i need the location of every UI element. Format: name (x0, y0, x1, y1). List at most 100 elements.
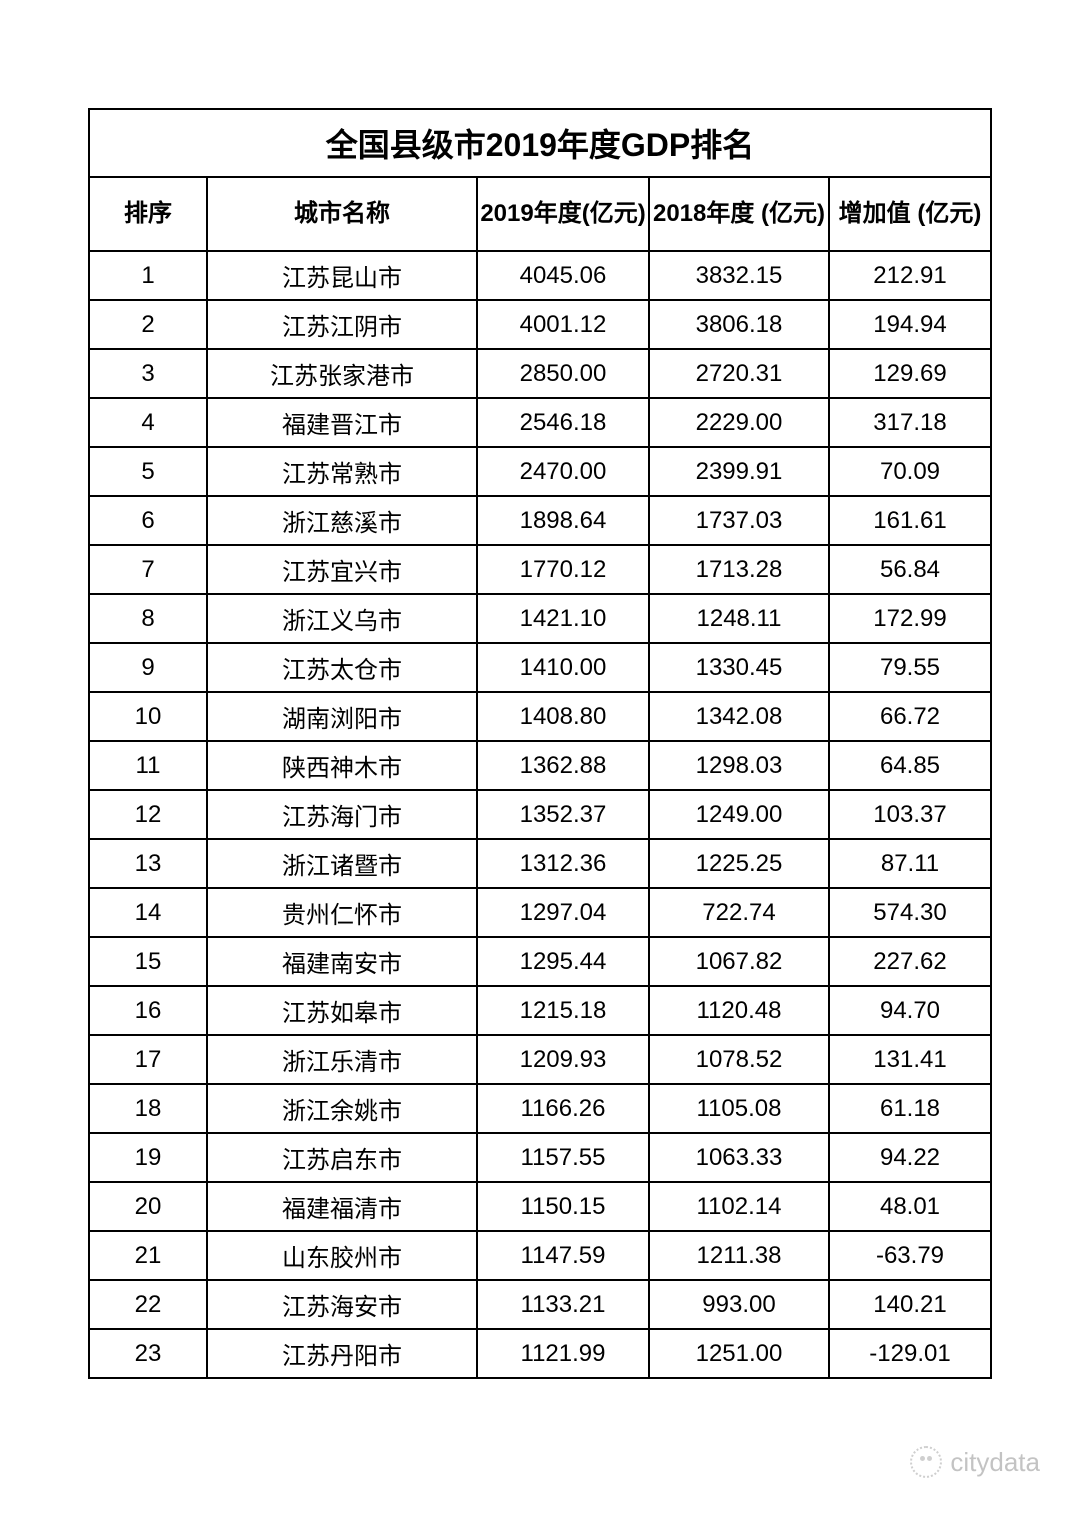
cell-inc: 61.18 (829, 1084, 991, 1133)
cell-y2019: 4045.06 (477, 251, 649, 300)
cell-inc: 317.18 (829, 398, 991, 447)
cell-inc: 79.55 (829, 643, 991, 692)
watermark-text: citydata (950, 1447, 1040, 1478)
table-row: 10湖南浏阳市1408.801342.0866.72 (89, 692, 991, 741)
cell-rank: 23 (89, 1329, 207, 1378)
cell-city: 浙江诸暨市 (207, 839, 477, 888)
wechat-icon (910, 1446, 942, 1478)
cell-rank: 10 (89, 692, 207, 741)
cell-y2018: 1211.38 (649, 1231, 829, 1280)
cell-y2019: 1421.10 (477, 594, 649, 643)
cell-inc: 64.85 (829, 741, 991, 790)
col-header-2018: 2018年度 (亿元) (649, 177, 829, 251)
cell-city: 福建晋江市 (207, 398, 477, 447)
table-row: 1江苏昆山市4045.063832.15212.91 (89, 251, 991, 300)
cell-inc: 129.69 (829, 349, 991, 398)
cell-rank: 5 (89, 447, 207, 496)
gdp-ranking-table: 全国县级市2019年度GDP排名 排序 城市名称 2019年度(亿元) 2018… (88, 108, 992, 1379)
cell-city: 山东胶州市 (207, 1231, 477, 1280)
cell-inc: 56.84 (829, 545, 991, 594)
table-row: 17浙江乐清市1209.931078.52131.41 (89, 1035, 991, 1084)
cell-rank: 20 (89, 1182, 207, 1231)
cell-y2019: 1150.15 (477, 1182, 649, 1231)
cell-city: 福建福清市 (207, 1182, 477, 1231)
cell-y2018: 3806.18 (649, 300, 829, 349)
cell-rank: 7 (89, 545, 207, 594)
cell-rank: 2 (89, 300, 207, 349)
cell-inc: 194.94 (829, 300, 991, 349)
cell-city: 浙江慈溪市 (207, 496, 477, 545)
cell-y2019: 1295.44 (477, 937, 649, 986)
cell-y2019: 2850.00 (477, 349, 649, 398)
cell-city: 陕西神木市 (207, 741, 477, 790)
table-body: 1江苏昆山市4045.063832.15212.912江苏江阴市4001.123… (89, 251, 991, 1378)
col-header-city: 城市名称 (207, 177, 477, 251)
cell-y2018: 1248.11 (649, 594, 829, 643)
cell-inc: -63.79 (829, 1231, 991, 1280)
cell-y2018: 1078.52 (649, 1035, 829, 1084)
cell-rank: 8 (89, 594, 207, 643)
cell-y2019: 1898.64 (477, 496, 649, 545)
cell-city: 江苏江阴市 (207, 300, 477, 349)
cell-city: 江苏海门市 (207, 790, 477, 839)
cell-y2018: 1330.45 (649, 643, 829, 692)
cell-city: 浙江乐清市 (207, 1035, 477, 1084)
cell-inc: 66.72 (829, 692, 991, 741)
table-row: 18浙江余姚市1166.261105.0861.18 (89, 1084, 991, 1133)
cell-rank: 12 (89, 790, 207, 839)
cell-y2019: 1147.59 (477, 1231, 649, 1280)
cell-rank: 13 (89, 839, 207, 888)
cell-y2019: 1215.18 (477, 986, 649, 1035)
table-row: 21山东胶州市1147.591211.38-63.79 (89, 1231, 991, 1280)
cell-city: 江苏启东市 (207, 1133, 477, 1182)
cell-y2018: 2229.00 (649, 398, 829, 447)
table-row: 20福建福清市1150.151102.1448.01 (89, 1182, 991, 1231)
cell-rank: 6 (89, 496, 207, 545)
table-row: 14贵州仁怀市1297.04722.74574.30 (89, 888, 991, 937)
cell-inc: 70.09 (829, 447, 991, 496)
cell-city: 福建南安市 (207, 937, 477, 986)
col-header-2019: 2019年度(亿元) (477, 177, 649, 251)
table-row: 8浙江义乌市1421.101248.11172.99 (89, 594, 991, 643)
cell-city: 江苏海安市 (207, 1280, 477, 1329)
cell-city: 浙江义乌市 (207, 594, 477, 643)
cell-inc: 212.91 (829, 251, 991, 300)
cell-rank: 19 (89, 1133, 207, 1182)
cell-inc: 87.11 (829, 839, 991, 888)
cell-y2019: 1408.80 (477, 692, 649, 741)
table-row: 2江苏江阴市4001.123806.18194.94 (89, 300, 991, 349)
watermark: citydata (910, 1446, 1040, 1478)
cell-rank: 21 (89, 1231, 207, 1280)
cell-rank: 1 (89, 251, 207, 300)
cell-city: 江苏常熟市 (207, 447, 477, 496)
cell-y2019: 1157.55 (477, 1133, 649, 1182)
table-row: 23江苏丹阳市1121.991251.00-129.01 (89, 1329, 991, 1378)
cell-rank: 3 (89, 349, 207, 398)
cell-city: 江苏丹阳市 (207, 1329, 477, 1378)
cell-rank: 17 (89, 1035, 207, 1084)
cell-y2019: 1410.00 (477, 643, 649, 692)
cell-city: 贵州仁怀市 (207, 888, 477, 937)
cell-rank: 14 (89, 888, 207, 937)
cell-inc: 131.41 (829, 1035, 991, 1084)
cell-y2019: 1209.93 (477, 1035, 649, 1084)
col-header-inc: 增加值 (亿元) (829, 177, 991, 251)
cell-y2018: 1225.25 (649, 839, 829, 888)
cell-rank: 16 (89, 986, 207, 1035)
cell-y2019: 1352.37 (477, 790, 649, 839)
cell-y2018: 1120.48 (649, 986, 829, 1035)
table-title-row: 全国县级市2019年度GDP排名 (89, 109, 991, 177)
cell-inc: 172.99 (829, 594, 991, 643)
table-row: 16江苏如皋市1215.181120.4894.70 (89, 986, 991, 1035)
cell-y2018: 3832.15 (649, 251, 829, 300)
cell-inc: 227.62 (829, 937, 991, 986)
cell-y2019: 4001.12 (477, 300, 649, 349)
cell-y2019: 1133.21 (477, 1280, 649, 1329)
table-row: 11陕西神木市1362.881298.0364.85 (89, 741, 991, 790)
cell-city: 浙江余姚市 (207, 1084, 477, 1133)
cell-y2019: 1297.04 (477, 888, 649, 937)
cell-city: 江苏如皋市 (207, 986, 477, 1035)
cell-y2019: 2546.18 (477, 398, 649, 447)
table-header-row: 排序 城市名称 2019年度(亿元) 2018年度 (亿元) 增加值 (亿元) (89, 177, 991, 251)
cell-y2019: 1770.12 (477, 545, 649, 594)
